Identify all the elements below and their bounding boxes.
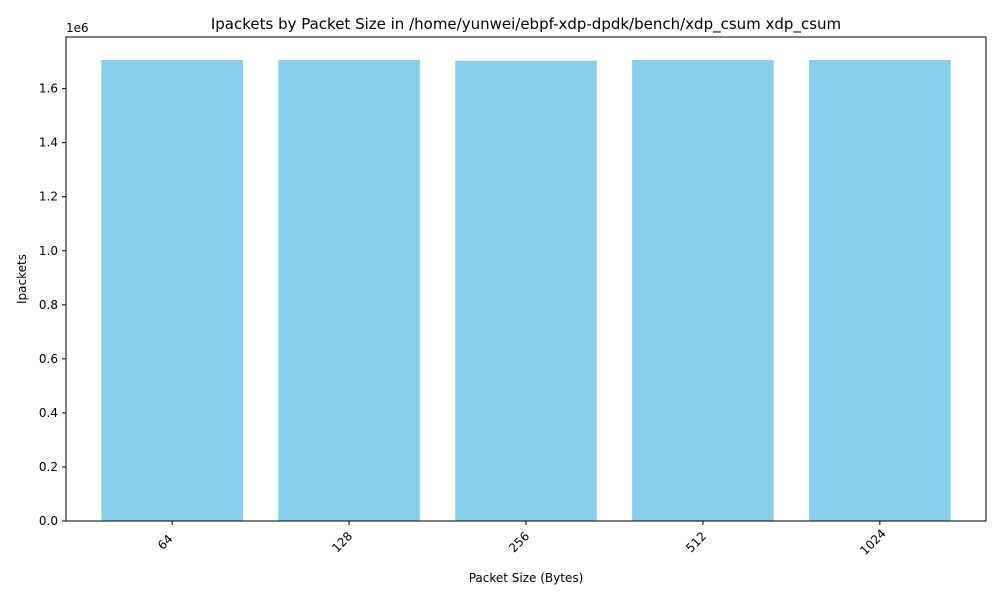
- y-tick-label: 1.6: [39, 82, 58, 96]
- y-tick-label: 0.4: [39, 406, 58, 420]
- bar-1024: [809, 59, 951, 522]
- bar-128: [278, 59, 420, 522]
- y-axis-offset-label: 1e6: [66, 21, 89, 35]
- y-tick-label: 0.2: [39, 460, 58, 474]
- x-tick-label: 64: [155, 532, 176, 553]
- x-tick-label: 256: [506, 529, 532, 555]
- y-axis-label: Ipackets: [15, 254, 29, 304]
- x-axis-label: Packet Size (Bytes): [469, 571, 584, 585]
- bar-512: [632, 59, 774, 522]
- y-tick-label: 0.0: [39, 514, 58, 528]
- x-tick-label: 1024: [857, 526, 888, 557]
- y-tick-label: 1.2: [39, 190, 58, 204]
- bars-layer: [101, 59, 951, 522]
- x-tick-label: 128: [329, 529, 355, 555]
- chart-title: Ipackets by Packet Size in /home/yunwei/…: [211, 15, 841, 34]
- bar-256: [455, 60, 597, 521]
- y-tick-label: 1.0: [39, 244, 58, 258]
- bar-64: [101, 59, 243, 522]
- y-tick-label: 0.6: [39, 352, 58, 366]
- x-ticks: 64 128 256 512 1024: [155, 521, 889, 558]
- x-tick-label: 512: [683, 529, 709, 555]
- y-tick-label: 1.4: [39, 136, 58, 150]
- y-tick-label: 0.8: [39, 298, 58, 312]
- y-ticks: 0.0 0.2 0.4 0.6 0.8 1.0 1.2 1.4 1.6: [39, 82, 66, 528]
